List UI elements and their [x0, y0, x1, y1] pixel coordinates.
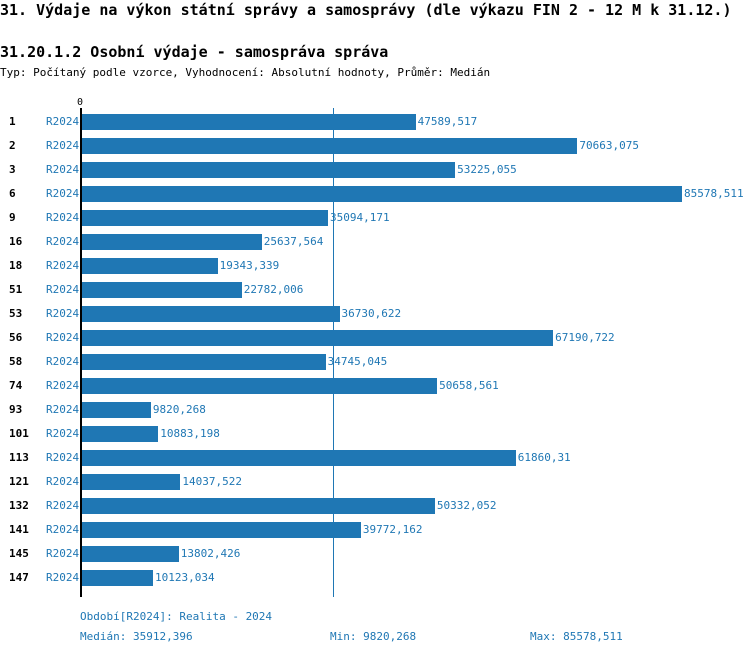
data-label: 70663,075: [579, 139, 640, 152]
data-label: 50658,561: [439, 379, 499, 392]
series-label: R2024: [46, 331, 80, 344]
median-line: [332, 108, 334, 597]
category-label: 3: [9, 163, 16, 176]
series-label: R2024: [46, 523, 80, 536]
category-label: 74: [9, 379, 23, 392]
series-label: R2024: [46, 403, 80, 416]
footer-max: Max: 85578,511: [530, 630, 623, 643]
series-label: R2024: [46, 475, 80, 488]
data-label: 19343,339: [219, 259, 280, 272]
bar: [82, 474, 181, 490]
category-label: 51: [9, 283, 23, 296]
series-label: R2024: [46, 307, 80, 320]
bar: [82, 306, 340, 322]
bar: [82, 210, 329, 226]
series-label: R2024: [46, 259, 80, 272]
data-label: 85578,511: [684, 187, 744, 200]
bar: [82, 570, 153, 586]
category-label: 147: [9, 571, 29, 584]
series-label: R2024: [46, 235, 80, 248]
series-label: R2024: [46, 547, 80, 560]
category-label: 18: [9, 259, 23, 272]
data-label: 61860,31: [517, 451, 571, 464]
data-label: 10883,198: [160, 427, 220, 440]
bar: [82, 498, 435, 514]
footer-min: Min: 9820,268: [330, 630, 417, 643]
chart-info: Typ: Počítaný podle vzorce, Vyhodnocení:…: [0, 66, 491, 79]
data-label: 67190,722: [555, 331, 615, 344]
bar: [82, 378, 438, 394]
category-label: 53: [9, 307, 23, 320]
data-label: 35094,171: [330, 211, 390, 224]
category-label: 141: [9, 523, 29, 536]
category-label: 56: [9, 331, 23, 344]
category-label: 9: [9, 211, 16, 224]
series-label: R2024: [46, 115, 80, 128]
data-label: 53225,055: [457, 163, 517, 176]
bar: [82, 114, 416, 130]
data-label: 10123,034: [154, 571, 215, 584]
series-label: R2024: [46, 427, 80, 440]
x-tick-0: 0: [77, 97, 84, 108]
bar: [82, 330, 554, 346]
series-label: R2024: [46, 139, 80, 152]
data-label: 34745,045: [327, 355, 388, 368]
data-label: 14037,522: [182, 475, 243, 488]
series-label: R2024: [46, 499, 80, 512]
series-label: R2024: [46, 451, 80, 464]
category-label: 132: [9, 499, 29, 512]
category-label: 101: [9, 427, 29, 440]
data-label: 47589,517: [417, 115, 478, 128]
data-label: 13802,426: [180, 547, 241, 560]
series-label: R2024: [46, 187, 80, 200]
data-label: 36730,622: [341, 307, 402, 320]
chart-title: 31.20.1.2 Osobní výdaje - samospráva spr…: [0, 43, 389, 61]
category-label: 6: [9, 187, 16, 200]
data-label: 22782,006: [243, 283, 304, 296]
series-label: R2024: [46, 283, 80, 296]
bar: [82, 162, 456, 178]
bar: [82, 402, 151, 418]
footer-median: Medián: 35912,396: [80, 630, 193, 643]
y-axis: [80, 108, 82, 597]
footer-period: Období[R2024]: Realita - 2024: [80, 610, 273, 623]
data-label: 50332,052: [436, 499, 497, 512]
bar: [82, 234, 262, 250]
bar: [82, 258, 218, 274]
bar: [82, 522, 361, 538]
category-label: 16: [9, 235, 23, 248]
series-label: R2024: [46, 211, 80, 224]
data-label: 39772,162: [362, 523, 423, 536]
category-label: 2: [9, 139, 16, 152]
page-title: 31. Výdaje na výkon státní správy a samo…: [0, 1, 732, 19]
bar: [82, 354, 326, 370]
series-label: R2024: [46, 379, 80, 392]
category-label: 145: [9, 547, 29, 560]
bar: [82, 138, 578, 154]
series-label: R2024: [46, 163, 80, 176]
category-label: 121: [9, 475, 29, 488]
data-label: 25637,564: [263, 235, 324, 248]
bar: [82, 546, 179, 562]
category-label: 58: [9, 355, 23, 368]
category-label: 113: [9, 451, 29, 464]
series-label: R2024: [46, 355, 80, 368]
bar: [82, 450, 516, 466]
bar: [82, 426, 159, 442]
bar: [82, 282, 242, 298]
category-label: 93: [9, 403, 23, 416]
category-label: 1: [9, 115, 16, 128]
data-label: 9820,268: [152, 403, 206, 416]
bar: [82, 186, 682, 202]
series-label: R2024: [46, 571, 80, 584]
